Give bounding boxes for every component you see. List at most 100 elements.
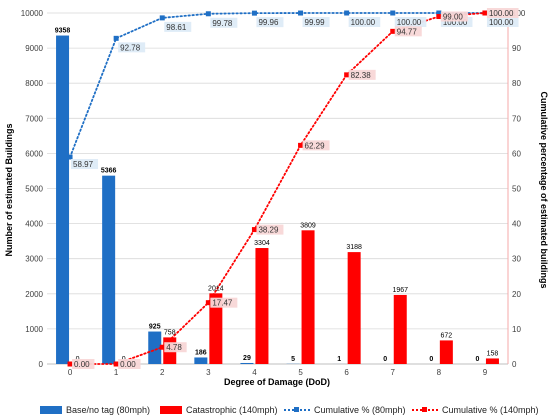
pct-label: 62.29 bbox=[305, 141, 326, 150]
legend-swatch-base bbox=[40, 406, 62, 414]
pct-label: 17.47 bbox=[212, 299, 233, 308]
series-point bbox=[436, 14, 442, 20]
x-tick: 5 bbox=[298, 368, 303, 377]
pct-label-bg bbox=[302, 17, 330, 28]
x-axis-title: Degree of Damage (DoD) bbox=[224, 377, 330, 387]
pct-label: 0.00 bbox=[74, 360, 90, 369]
series-point bbox=[113, 361, 119, 367]
series-point bbox=[390, 28, 396, 34]
pct-label: 99.96 bbox=[258, 18, 279, 27]
y-tick-right: 50 bbox=[512, 185, 521, 194]
pct-label-bg bbox=[210, 297, 238, 308]
y-tick-right: 90 bbox=[512, 44, 521, 53]
bar-label: 5 bbox=[291, 356, 295, 363]
x-tick: 1 bbox=[114, 368, 119, 377]
series-point bbox=[159, 15, 165, 21]
bar-label: 158 bbox=[487, 350, 499, 357]
data-labels: 9358 5366 925 186 29 5 10 0 0 0 0 758 2014 3304 3809 31… bbox=[55, 8, 519, 369]
series-point bbox=[436, 10, 442, 16]
bar bbox=[209, 293, 223, 364]
bar bbox=[255, 248, 269, 364]
pct-label-bg bbox=[394, 26, 422, 37]
bars bbox=[56, 35, 499, 364]
pct-label: 0.00 bbox=[120, 360, 136, 369]
pct-label-bg bbox=[72, 359, 95, 369]
y-tick-right: 80 bbox=[512, 79, 521, 88]
series-point bbox=[390, 10, 396, 16]
y-tick-left: 6000 bbox=[25, 149, 43, 158]
pct-label-bg bbox=[348, 69, 376, 80]
y-tick-right: 40 bbox=[512, 220, 521, 229]
bar bbox=[347, 252, 361, 364]
y-tick-right: 100 bbox=[512, 9, 526, 18]
y-tick-right: 0 bbox=[512, 360, 517, 369]
series-point bbox=[113, 35, 119, 41]
y-tick-left: 2000 bbox=[25, 290, 43, 299]
pct-label: 100.00 bbox=[351, 18, 376, 27]
y-tick-left: 3000 bbox=[25, 255, 43, 264]
y-tick-left: 0 bbox=[39, 360, 44, 369]
bar bbox=[148, 331, 162, 364]
bar-label: 0 bbox=[475, 356, 479, 363]
pct-label: 94.77 bbox=[397, 27, 418, 36]
y-tick-left: 9000 bbox=[25, 44, 43, 53]
y-tick-left: 8000 bbox=[25, 79, 43, 88]
series-point bbox=[205, 300, 211, 306]
y-axis-title-right: Cumulative percentage of estimated build… bbox=[539, 91, 549, 288]
bar-label: 2014 bbox=[208, 285, 224, 292]
bar bbox=[240, 362, 254, 364]
legend-swatch-cum140 bbox=[412, 405, 438, 415]
bar-label: 1967 bbox=[392, 287, 408, 294]
bar-label: 3304 bbox=[254, 240, 270, 247]
pct-label: 99.00 bbox=[443, 13, 464, 22]
bar-label: 9358 bbox=[55, 28, 71, 35]
pct-label: 4.78 bbox=[166, 343, 182, 352]
pct-label-bg bbox=[394, 17, 427, 27]
bar-label: 672 bbox=[441, 332, 453, 339]
series-point bbox=[251, 10, 257, 16]
pct-label-bg bbox=[118, 42, 146, 53]
axes: 0100020003000400050006000700080009000100… bbox=[21, 9, 526, 377]
series-point bbox=[67, 154, 73, 160]
y-tick-left: 7000 bbox=[25, 114, 43, 123]
series-point bbox=[251, 227, 257, 233]
y-tick-right: 60 bbox=[512, 149, 521, 158]
series-line bbox=[69, 12, 486, 158]
bar-label: 3809 bbox=[300, 222, 316, 229]
pct-label-bg bbox=[440, 11, 468, 22]
y-tick-right: 10 bbox=[512, 325, 521, 334]
y-tick-left: 1000 bbox=[25, 325, 43, 334]
pct-label: 92.78 bbox=[120, 43, 141, 52]
bar-label: 0 bbox=[383, 356, 387, 363]
series-point bbox=[205, 11, 211, 17]
pct-label: 38.29 bbox=[258, 226, 279, 235]
pct-label: 58.97 bbox=[73, 160, 94, 169]
series-point bbox=[482, 10, 488, 16]
legend-item-cum140: Cumulative % (140mph) bbox=[412, 405, 539, 415]
bar-label: 186 bbox=[195, 349, 207, 356]
bar bbox=[485, 358, 499, 364]
pct-label-bg bbox=[164, 21, 192, 32]
x-tick: 0 bbox=[68, 368, 73, 377]
series-point bbox=[344, 72, 350, 78]
y-tick-left: 4000 bbox=[25, 220, 43, 229]
bar bbox=[194, 357, 208, 364]
y-tick-right: 30 bbox=[512, 255, 521, 264]
pct-label: 100.00 bbox=[397, 18, 422, 27]
pct-label: 99.99 bbox=[305, 18, 326, 27]
pct-label: 100.00 bbox=[489, 18, 514, 27]
x-tick: 8 bbox=[437, 368, 442, 377]
pct-label-bg bbox=[302, 140, 330, 151]
series-point bbox=[344, 10, 350, 16]
pct-label-bg bbox=[486, 17, 519, 27]
x-tick: 2 bbox=[160, 368, 165, 377]
pct-label-bg bbox=[348, 17, 381, 27]
bar-label: 1 bbox=[337, 356, 341, 363]
bar-label: 925 bbox=[149, 324, 161, 331]
pct-label-bg bbox=[164, 342, 187, 353]
bar bbox=[393, 294, 407, 364]
y-tick-right: 20 bbox=[512, 290, 521, 299]
legend-item-cum80: Cumulative % (80mph) bbox=[284, 405, 406, 415]
series-point bbox=[159, 344, 165, 350]
